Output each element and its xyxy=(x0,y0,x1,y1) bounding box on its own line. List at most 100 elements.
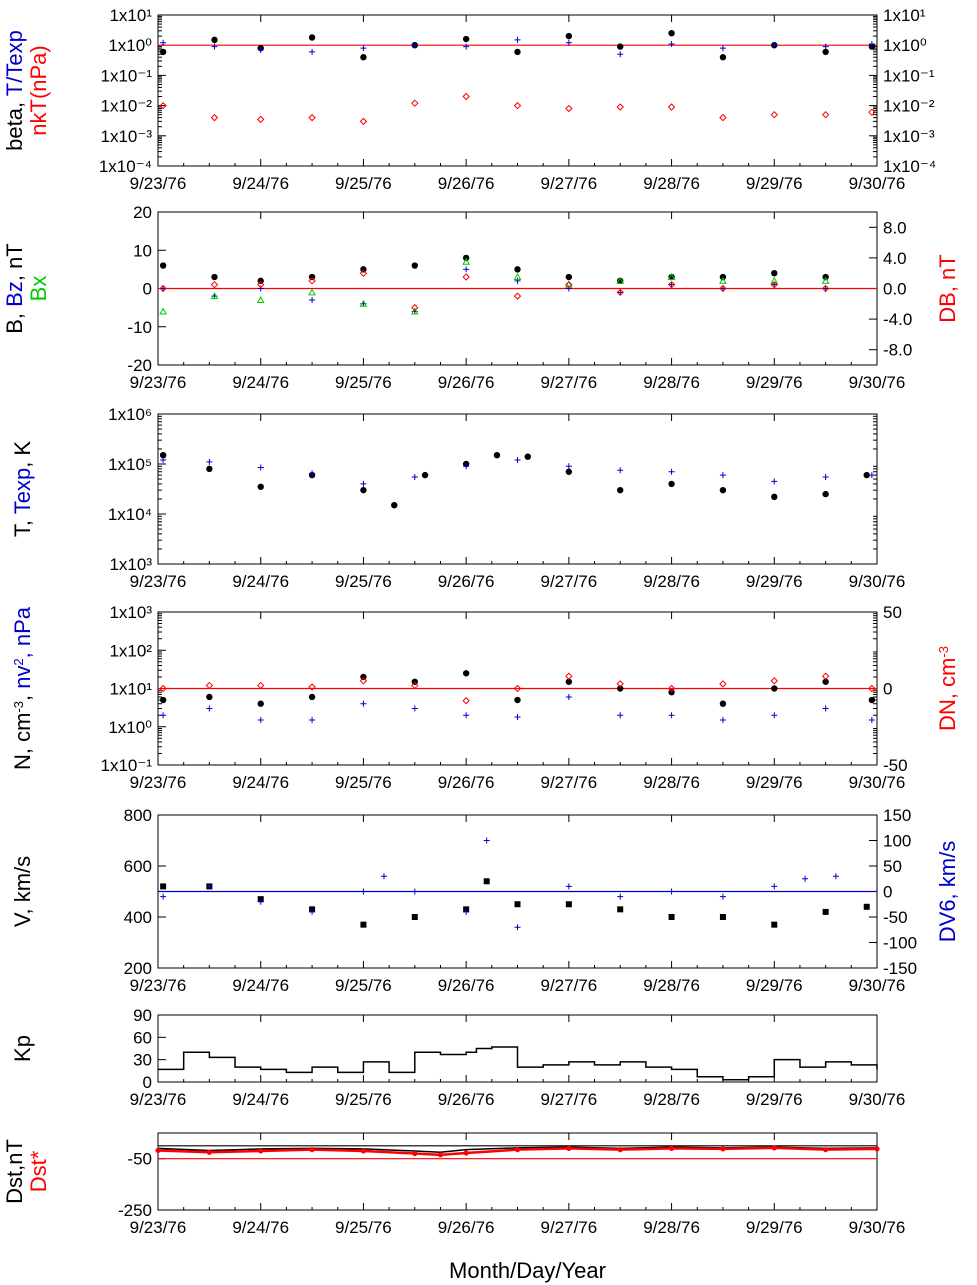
panel-1-series-1-point xyxy=(514,48,521,56)
panel-2-series-2-point xyxy=(822,285,829,292)
panel-7-series-2-point xyxy=(771,1145,777,1151)
panel-2-series-4-point xyxy=(719,284,727,293)
panel-3-series-1-point xyxy=(668,480,675,488)
panel-1-series-2-point xyxy=(719,45,726,52)
panel-5-series-1-point xyxy=(160,883,167,890)
panel-5-series-1-point xyxy=(360,921,367,928)
panel-4-ylabel-left-part: nv xyxy=(10,666,35,689)
panel-4-ylabel-left-part: , xyxy=(10,689,35,701)
panel-7-series-2-point xyxy=(668,1145,675,1151)
panel-1-ylabel-left-part: beta, xyxy=(2,96,27,151)
panel-2-y-tick-label: 10 xyxy=(133,241,152,260)
panel-2-y-right-tick-label: -8.0 xyxy=(883,341,912,360)
panel-1-series-3-point xyxy=(159,101,167,110)
panel-3-ylabel-left-part: , K xyxy=(10,441,35,468)
panel-3-series-2-point xyxy=(257,464,264,471)
panel-1-series-3-point xyxy=(821,110,830,119)
panel-3-series-2-point xyxy=(617,467,624,474)
panel-2-series-3-point xyxy=(719,276,727,284)
panel-2-series-3-point xyxy=(308,288,316,296)
panel-4-y-right-tick-label: 50 xyxy=(883,603,902,622)
panel-4-x-tick-label: 9/28/76 xyxy=(643,773,700,792)
panel-5-y-right-tick-label: -100 xyxy=(883,934,917,953)
panel-2-series-4-point xyxy=(308,277,316,285)
panel-2-series-3-point xyxy=(821,276,830,284)
panel-5-y-tick-label: 600 xyxy=(124,857,152,876)
panel-6-x-tick-label: 9/30/76 xyxy=(849,1090,906,1109)
panel-5-series-2-point xyxy=(463,908,470,915)
panel-5-series-2-point xyxy=(483,837,490,844)
panel-7-series-2-point xyxy=(437,1152,444,1158)
panel-2-series-2-point xyxy=(257,285,264,292)
panel-4-series-1-point xyxy=(514,696,521,704)
panel-5-y-right-tick-label: 150 xyxy=(883,806,911,825)
panel-4-series-2-point xyxy=(868,717,875,724)
panel-2-series-4-point xyxy=(513,292,522,300)
panel-2-series-1-point xyxy=(360,266,367,273)
panel-1-series-3-point xyxy=(411,99,419,107)
panel-5-series-2-point xyxy=(668,888,675,895)
panel-3-series-1-point xyxy=(493,451,501,459)
panel-1-y-right-tick-label: 1x10⁻³ xyxy=(883,127,935,146)
panel-2-series-3-point xyxy=(616,276,625,284)
panel-2-series-4-point xyxy=(565,280,573,289)
panel-3-series-2-point xyxy=(411,473,418,480)
panel-2-series-3-point xyxy=(462,257,470,265)
panel-2-x-tick-label: 9/30/76 xyxy=(849,373,906,392)
panel-2-series-1-point xyxy=(257,277,264,285)
panel-3-x-tick-label: 9/27/76 xyxy=(540,572,597,591)
panel-1-series-2-point xyxy=(257,46,264,53)
panel-7-series-2-point xyxy=(514,1147,521,1153)
panel-3-series-1-point xyxy=(360,486,367,494)
panel-2-series-2-point xyxy=(771,281,778,288)
panel-3-series-2-point xyxy=(565,463,572,470)
panel-3-x-tick-label: 9/28/76 xyxy=(643,572,700,591)
panel-5-ylabel-right: DV6, km/s xyxy=(935,841,960,942)
panel-2-series-2-point xyxy=(309,296,316,303)
x-axis-title: Month/Day/Year xyxy=(449,1258,606,1283)
panel-3-ylabel-left-part: T, xyxy=(10,514,35,537)
panel-3-y-tick-label: 1x10⁶ xyxy=(108,405,152,424)
panel-1-series-2-point xyxy=(868,40,875,47)
panel-2-series-4-point xyxy=(257,280,265,289)
panel-4-series-1-point xyxy=(617,685,624,692)
panel-2-ylabel-left-part: B, xyxy=(2,307,27,334)
panel-7-ylabel-left: Dst,nT xyxy=(2,1139,27,1204)
panel-2-series-3-point xyxy=(359,299,368,307)
panel-5-series-2-point xyxy=(411,888,418,895)
panel-1-series-3-point xyxy=(565,104,573,113)
panel-1-series-3-point xyxy=(257,115,265,124)
panel-5-x-tick-label: 9/27/76 xyxy=(540,976,597,995)
panel-3-ylabel-left: T, Texp, K xyxy=(10,441,35,538)
panel-7-ylabel-left-part: Dst,nT xyxy=(2,1139,27,1204)
panel-6-y-tick-label: 90 xyxy=(133,1006,152,1025)
panel-4-x-tick-label: 9/30/76 xyxy=(849,773,906,792)
panel-4-series-3-point xyxy=(359,677,368,685)
panel-4-series-2-point xyxy=(822,705,829,712)
panel-1-series-3-point xyxy=(513,101,522,110)
panel-2-x-tick-label: 9/23/76 xyxy=(130,373,187,392)
panel-2-series-3-point xyxy=(513,272,522,281)
panel-1-series-3-point xyxy=(616,103,624,111)
panel-1-series-1-point xyxy=(308,34,316,41)
panel-7-frame xyxy=(157,1132,878,1211)
panel-4-x-tick-label: 9/24/76 xyxy=(232,773,289,792)
panel-5-series-1-point xyxy=(822,908,829,915)
panel-3-series-1-point xyxy=(565,468,573,475)
panel-4-series-2-point xyxy=(771,712,778,719)
panel-2-series-2-point xyxy=(617,289,624,296)
panel-2-y-tick-label: 0 xyxy=(143,280,152,299)
panel-4-series-3-point xyxy=(462,697,470,705)
panel-1-series-2-point xyxy=(514,36,521,43)
panel-2-ylabel-left: B, Bz, nT xyxy=(2,243,27,334)
panel-1-series-3-point xyxy=(667,103,676,111)
panel-3-series-1-point xyxy=(863,471,870,479)
panel-2-ylabel-right-part: DB, nT xyxy=(935,254,960,322)
panel-7-series-2-point xyxy=(258,1148,264,1154)
panel-2-series-4-point xyxy=(359,269,368,277)
panel-2-x-tick-label: 9/25/76 xyxy=(335,373,392,392)
panel-3-x-tick-label: 9/26/76 xyxy=(438,572,495,591)
panel-3-x-tick-label: 9/24/76 xyxy=(232,572,289,591)
panel-5-series-1-point xyxy=(483,878,490,885)
panel-2-series-1-point xyxy=(159,262,167,269)
